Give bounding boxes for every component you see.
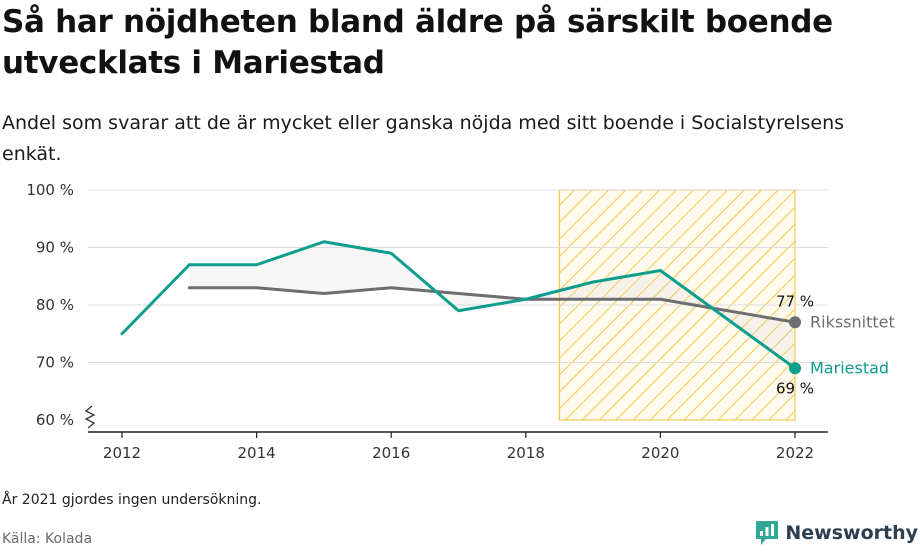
x-tick-label: 2022 [776, 444, 814, 462]
y-tick-label: 100 % [26, 181, 74, 199]
x-tick-label: 2014 [238, 444, 276, 462]
x-tick-label: 2012 [103, 444, 141, 462]
value-label-mariestad: 69 % [776, 379, 814, 397]
line-chart: 100 % 90 % 80 % 70 % 60 % 2012 2014 2016 2018 202… [26, 181, 895, 462]
source-text: Källa: Kolada [2, 531, 93, 547]
series-label-mariestad: Mariestad [810, 358, 889, 377]
x-tick-label: 2020 [641, 444, 679, 462]
end-point-rikssnittet [789, 316, 801, 329]
series-line-mariestad [120, 240, 797, 370]
brand-name: Newsworthy [785, 522, 918, 544]
x-tick-label: 2018 [507, 444, 545, 462]
brand-logo[interactable]: Newsworthy [755, 520, 918, 546]
newsworthy-logo-icon [756, 521, 779, 545]
y-tick-label: 80 % [36, 296, 74, 314]
chart-subtitle: Andel som svarar att de är mycket eller … [2, 112, 845, 165]
x-tick-label: 2016 [372, 444, 410, 462]
y-tick-label: 70 % [36, 354, 74, 372]
y-tick-label: 90 % [36, 239, 74, 257]
footnote: År 2021 gjordes ingen undersökning. [2, 492, 262, 508]
series-label-rikssnittet: Rikssnittet [810, 312, 895, 331]
axis-break-icon [84, 405, 96, 429]
value-label-rikssnittet: 77 % [776, 292, 814, 310]
end-point-mariestad [789, 362, 801, 375]
series-line-rikssnittet [187, 286, 797, 324]
y-tick-label: 60 % [36, 411, 74, 429]
chart-title: Så har nöjdheten bland äldre på särskilt… [2, 4, 833, 81]
